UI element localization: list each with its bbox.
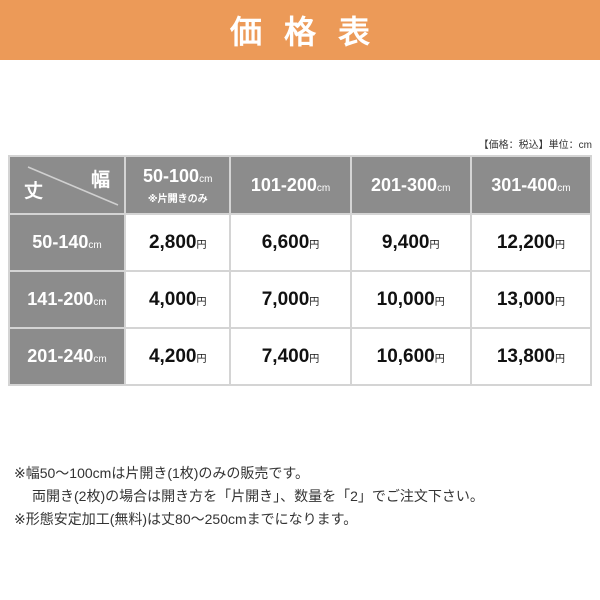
unit: cm — [557, 182, 571, 194]
price-cell: 4,000円 — [123, 270, 232, 329]
currency: 円 — [309, 353, 320, 365]
currency: 円 — [196, 296, 207, 308]
column-header: 50-100cm ※片開きのみ — [123, 155, 232, 215]
column-header: 101-200cm — [229, 155, 352, 215]
currency: 円 — [554, 353, 565, 365]
price: 7,400 — [261, 345, 310, 367]
unit-note: 【価格：税込】単位：cm — [478, 140, 592, 151]
title-banner: 価格表 — [0, 0, 600, 60]
price: 6,600 — [261, 231, 310, 253]
price-cell: 10,600円 — [349, 327, 472, 386]
table-row: 141-200cm 4,000円 7,000円 10,000円 13,000円 — [8, 270, 593, 329]
currency: 円 — [309, 296, 320, 308]
unit: cm — [88, 240, 102, 251]
price-cell: 12,200円 — [469, 213, 593, 272]
price-cell: 7,400円 — [229, 327, 352, 386]
price-cell: 13,800円 — [469, 327, 593, 386]
note-line: ※形態安定加工(無料)は丈80〜250cmまでになります。 — [14, 511, 358, 527]
price-table: 幅 丈 50-100cm ※片開きのみ 101-200cm 201-300cm 3… — [8, 155, 593, 386]
currency: 円 — [434, 353, 445, 365]
price: 9,400 — [381, 231, 430, 253]
row-header: 141-200cm — [8, 270, 126, 329]
price: 12,200 — [496, 231, 555, 253]
currency: 円 — [196, 353, 207, 365]
unit: cm — [437, 182, 451, 194]
price: 10,600 — [376, 345, 435, 367]
price: 13,800 — [496, 345, 555, 367]
currency: 円 — [196, 239, 207, 251]
currency: 円 — [309, 239, 320, 251]
row-header: 201-240cm — [8, 327, 126, 386]
unit: cm — [93, 354, 107, 365]
column-range: 101-200 — [250, 174, 317, 195]
currency: 円 — [429, 239, 440, 251]
corner-header: 幅 丈 — [8, 155, 126, 215]
currency: 円 — [434, 296, 445, 308]
page-title: 価格表 — [229, 14, 392, 50]
diagonal-line-icon — [27, 166, 119, 206]
unit: cm — [93, 297, 107, 308]
note-line: 両開き(2枚)の場合は開き方を「片開き」、数量を「2」でご注文下さい。 — [32, 488, 484, 504]
column-range: 201-300 — [371, 174, 438, 195]
currency: 円 — [554, 239, 565, 251]
height-label: 丈 — [24, 181, 44, 202]
price: 7,000 — [261, 288, 310, 310]
currency: 円 — [554, 296, 565, 308]
price-cell: 4,200円 — [123, 327, 232, 386]
column-note: ※片開きのみ — [147, 193, 208, 205]
price-cell: 13,000円 — [469, 270, 593, 329]
price-cell: 2,800円 — [123, 213, 232, 272]
price: 2,800 — [148, 231, 197, 253]
price-cell: 9,400円 — [349, 213, 472, 272]
note-line: ※幅50〜100cmは片開き(1枚)のみの販売です。 — [14, 465, 310, 481]
row-range: 141-200 — [27, 289, 94, 309]
column-header: 301-400cm — [469, 155, 593, 215]
price-cell: 6,600円 — [229, 213, 352, 272]
row-range: 201-240 — [27, 346, 94, 366]
table-header-row: 幅 丈 50-100cm ※片開きのみ 101-200cm 201-300cm 3… — [8, 155, 593, 215]
price: 4,200 — [148, 345, 197, 367]
column-header: 201-300cm — [349, 155, 472, 215]
unit: cm — [316, 182, 331, 194]
unit: cm — [199, 173, 213, 185]
price: 4,000 — [148, 288, 197, 310]
column-range: 50-100 — [143, 165, 200, 186]
row-header: 50-140cm — [8, 213, 126, 272]
price-cell: 10,000円 — [349, 270, 472, 329]
column-range: 301-400 — [491, 174, 558, 195]
table-row: 201-240cm 4,200円 7,400円 10,600円 13,800円 — [8, 327, 593, 386]
width-label: 幅 — [90, 170, 110, 191]
row-range: 50-140 — [32, 232, 89, 252]
price: 13,000 — [496, 288, 555, 310]
table-row: 50-140cm 2,800円 6,600円 9,400円 12,200円 — [8, 213, 593, 272]
price-cell: 7,000円 — [229, 270, 352, 329]
price: 10,000 — [376, 288, 435, 310]
notes: ※幅50〜100cmは片開き(1枚)のみの販売です。 両開き(2枚)の場合は開き… — [14, 462, 484, 531]
